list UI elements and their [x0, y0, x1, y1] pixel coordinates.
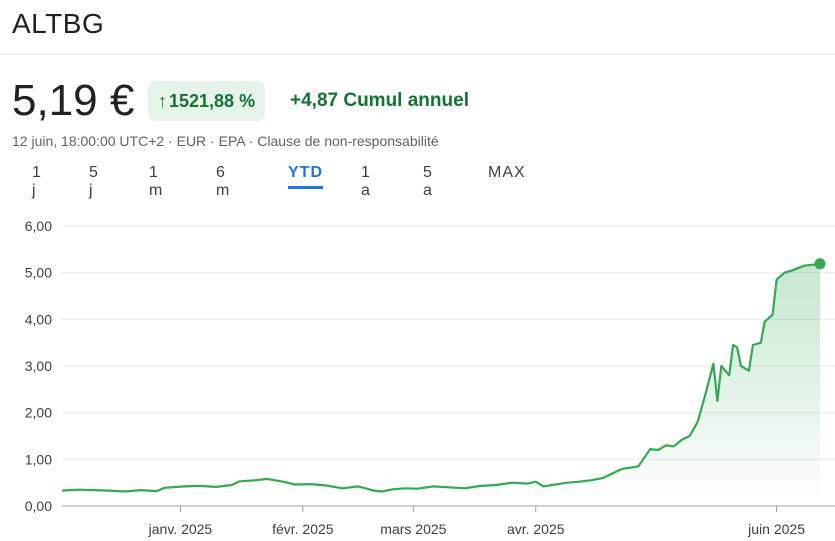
y-tick-label: 4,00 [25, 311, 52, 327]
y-tick-label: 3,00 [25, 358, 52, 374]
percent-change-badge: ↑ 1521,88 % [148, 81, 266, 121]
ticker-symbol: ALTBG [12, 8, 105, 39]
area-fill [62, 263, 820, 506]
x-tick-label: mars 2025 [380, 521, 446, 537]
tab-6-months[interactable]: 6 m [216, 164, 231, 199]
meta-separator: · [244, 133, 258, 149]
price-chart[interactable]: 0,00 1,00 2,00 3,00 4,00 5,00 6,00 janv. 2025 fé… [0, 205, 835, 541]
y-tick-label: 2,00 [25, 405, 52, 421]
x-tick-label: févr. 2025 [272, 521, 334, 537]
y-tick-label: 6,00 [25, 218, 52, 234]
last-price-dot [814, 258, 826, 270]
y-tick-label: 0,00 [25, 498, 52, 514]
meta-separator: · [206, 133, 219, 149]
absolute-change: +4,87 Cumul annuel [290, 90, 469, 111]
meta-separator: · [164, 133, 177, 149]
header-divider [0, 54, 835, 55]
arrow-up-icon: ↑ [158, 90, 167, 111]
tab-1-month[interactable]: 1 m [149, 164, 164, 199]
y-tick-label: 5,00 [25, 265, 52, 281]
x-tick-label: juin 2025 [747, 521, 805, 537]
x-tick-label: janv. 2025 [148, 521, 213, 537]
y-tick-label: 1,00 [25, 451, 52, 467]
disclaimer-link[interactable]: Clause de non-responsabilité [257, 133, 439, 149]
tab-5-years[interactable]: 5 a [423, 164, 433, 199]
quote-meta: 12 juin, 18:00:00 UTC+2 · EUR · EPA · Cl… [12, 133, 439, 149]
tab-1-day[interactable]: 1 j [32, 164, 42, 199]
tab-ytd[interactable]: YTD [288, 164, 323, 189]
current-price: 5,19 € [12, 76, 135, 125]
quote-timestamp: 12 juin, 18:00:00 UTC+2 [12, 133, 165, 149]
tab-5-days[interactable]: 5 j [89, 164, 99, 199]
percent-change-value: 1521,88 % [169, 90, 256, 111]
tab-max[interactable]: MAX [488, 164, 526, 181]
quote-exchange: EPA [218, 133, 245, 149]
price-line [61, 262, 821, 493]
quote-currency: EUR [176, 133, 207, 149]
x-tick-label: avr. 2025 [507, 521, 565, 537]
tab-1-year[interactable]: 1 a [361, 164, 371, 199]
